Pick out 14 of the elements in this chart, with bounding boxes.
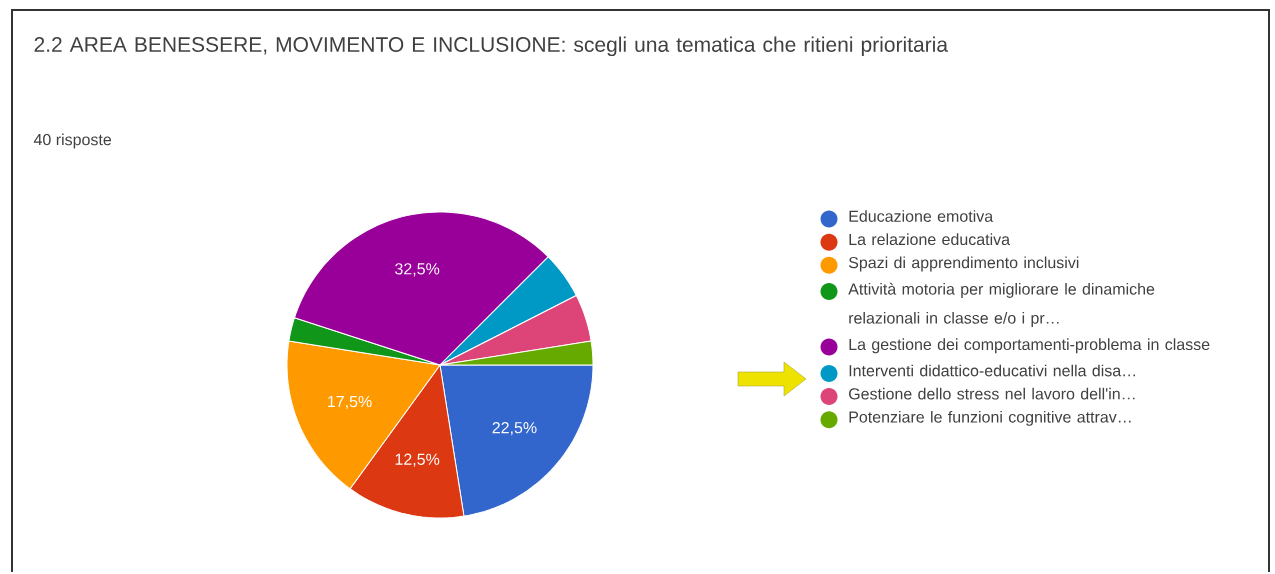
data-label: 12,5% (395, 453, 440, 467)
legend-label: La gestione dei comportamenti-problema in classe (849, 338, 1210, 354)
legend-label: Gestione dello stress nel lavoro dell'in… (849, 387, 1135, 400)
data-label: 32,5% (395, 263, 440, 277)
text: 40 risposte (33, 133, 112, 149)
legend-label: Educazione emotiva (849, 210, 994, 222)
chart-title: 2.2 AREA BENESSERE, MOVIMENTO E INCLUSIONE: scegli una tematica che ritieni prioritaria (34, 36, 949, 57)
data-label: 22,5% (492, 421, 537, 436)
legend-label: Attività motoria per migliorare le dinamiche relazionali in classe e/o i pr… (848, 282, 1155, 327)
legend-label: Potenziare le funzioni cognitive attrav… (849, 410, 1131, 426)
legend-label: Interventi didattico-educativi nella disa… (849, 364, 1136, 377)
data-label: 17,5% (328, 395, 372, 410)
legend-label: La relazione educativa (849, 233, 1011, 246)
legend-label: Spazi di apprendimento inclusivi (848, 256, 1079, 272)
